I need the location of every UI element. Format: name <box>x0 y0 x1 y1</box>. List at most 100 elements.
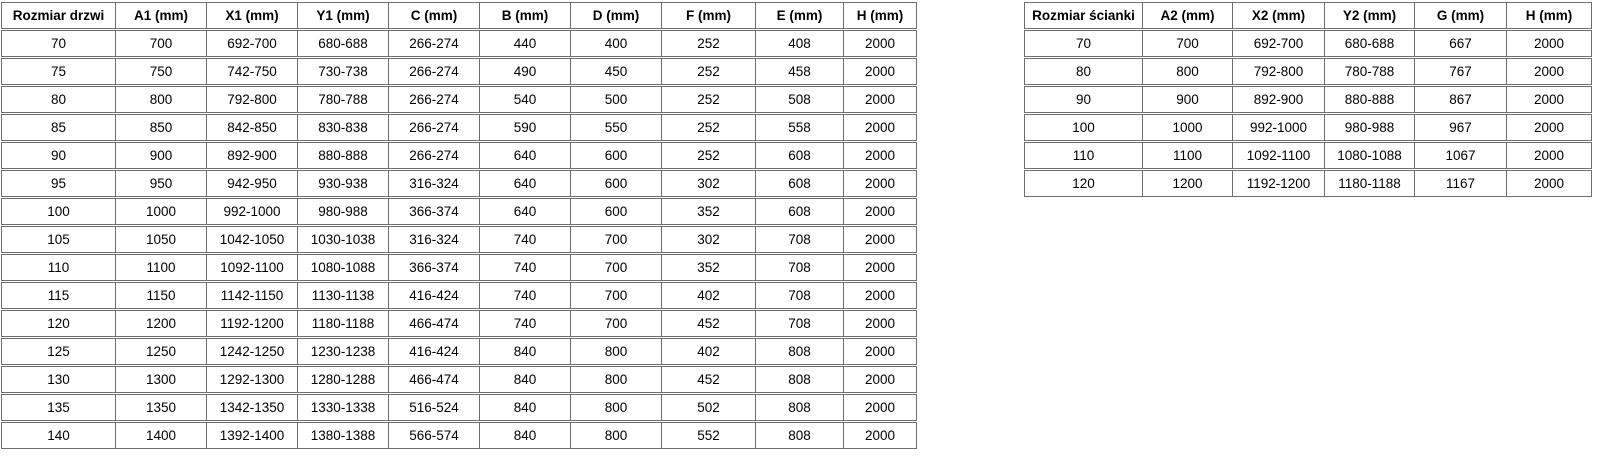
table-cell: 608 <box>756 142 844 169</box>
column-header: F (mm) <box>662 2 756 29</box>
table-cell: 252 <box>662 114 756 141</box>
table-cell: 452 <box>662 310 756 337</box>
table-cell: 800 <box>571 422 662 449</box>
table-cell: 950 <box>116 170 207 197</box>
table-cell: 266-274 <box>389 30 480 57</box>
table-cell: 416-424 <box>389 338 480 365</box>
table-cell: 842-850 <box>207 114 298 141</box>
table-cell: 2000 <box>844 198 917 225</box>
wall-size-table-body: 70 700 692-700 680-688 667 2000 80 800 792-800 78… <box>1024 30 1592 197</box>
table-row: 120 1200 1192-1200 1180-1188 1167 2000 <box>1024 170 1592 197</box>
table-cell: 252 <box>662 30 756 57</box>
table-cell: 2000 <box>844 86 917 113</box>
door-size-table: Rozmiar drzwi A1 (mm) X1 (mm) Y1 (mm) C (mm)… <box>1 1 917 450</box>
column-header: Rozmiar drzwi <box>1 2 116 29</box>
table-row: 110 1100 1092-1100 1080-1088 366-374 740 700 35… <box>1 254 917 281</box>
table-cell: 590 <box>480 114 571 141</box>
table-cell: 1400 <box>116 422 207 449</box>
table-cell: 552 <box>662 422 756 449</box>
table-cell: 2000 <box>844 170 917 197</box>
table-cell: 708 <box>756 282 844 309</box>
table-cell: 80 <box>1024 58 1143 85</box>
table-row: 100 1000 992-1000 980-988 967 2000 <box>1024 114 1592 141</box>
table-cell: 302 <box>662 226 756 253</box>
table-cell: 316-324 <box>389 170 480 197</box>
column-header: H (mm) <box>1507 2 1592 29</box>
table-cell: 458 <box>756 58 844 85</box>
table-cell: 700 <box>571 226 662 253</box>
table-cell: 1330-1338 <box>298 394 389 421</box>
wall-size-table: Rozmiar ścianki A2 (mm) X2 (mm) Y2 (mm) G (m… <box>1024 1 1592 198</box>
table-cell: 120 <box>1024 170 1143 197</box>
column-header: Y2 (mm) <box>1325 2 1415 29</box>
column-header: D (mm) <box>571 2 662 29</box>
table-cell: 780-788 <box>298 86 389 113</box>
table-cell: 740 <box>480 226 571 253</box>
table-cell: 730-738 <box>298 58 389 85</box>
table-cell: 1200 <box>1143 170 1233 197</box>
table-cell: 540 <box>480 86 571 113</box>
table-cell: 792-800 <box>1233 58 1325 85</box>
table-cell: 408 <box>756 30 844 57</box>
table-cell: 266-274 <box>389 86 480 113</box>
table-cell: 558 <box>756 114 844 141</box>
table-cell: 692-700 <box>207 30 298 57</box>
table-cell: 900 <box>1143 86 1233 113</box>
table-cell: 2000 <box>844 254 917 281</box>
table-cell: 2000 <box>1507 30 1592 57</box>
table-row: 120 1200 1192-1200 1180-1188 466-474 740 700 45… <box>1 310 917 337</box>
table-cell: 800 <box>116 86 207 113</box>
table-cell: 700 <box>571 254 662 281</box>
table-cell: 2000 <box>844 114 917 141</box>
table-cell: 1280-1288 <box>298 366 389 393</box>
table-cell: 1350 <box>116 394 207 421</box>
table-cell: 780-788 <box>1325 58 1415 85</box>
table-cell: 808 <box>756 394 844 421</box>
table-cell: 600 <box>571 142 662 169</box>
table-row: 75 750 742-750 730-738 266-274 490 450 252 458 20… <box>1 58 917 85</box>
column-header: Rozmiar ścianki <box>1024 2 1143 29</box>
table-cell: 700 <box>1143 30 1233 57</box>
table-cell: 792-800 <box>207 86 298 113</box>
table-cell: 70 <box>1 30 116 57</box>
table-cell: 892-900 <box>207 142 298 169</box>
table-cell: 1180-1188 <box>298 310 389 337</box>
table-cell: 105 <box>1 226 116 253</box>
table-row: 80 800 792-800 780-788 266-274 540 500 252 508 20… <box>1 86 917 113</box>
column-header: A2 (mm) <box>1143 2 1233 29</box>
table-cell: 1080-1088 <box>298 254 389 281</box>
table-cell: 692-700 <box>1233 30 1325 57</box>
table-cell: 2000 <box>844 142 917 169</box>
table-cell: 640 <box>480 198 571 225</box>
table-cell: 2000 <box>844 30 917 57</box>
table-cell: 808 <box>756 422 844 449</box>
table-cell: 1230-1238 <box>298 338 389 365</box>
table-cell: 80 <box>1 86 116 113</box>
table-cell: 316-324 <box>389 226 480 253</box>
table-cell: 452 <box>662 366 756 393</box>
table-cell: 2000 <box>844 58 917 85</box>
table-cell: 2000 <box>844 366 917 393</box>
table-cell: 808 <box>756 338 844 365</box>
table-cell: 750 <box>116 58 207 85</box>
table-cell: 800 <box>571 338 662 365</box>
table-cell: 2000 <box>844 282 917 309</box>
table-cell: 942-950 <box>207 170 298 197</box>
table-cell: 700 <box>571 282 662 309</box>
table-cell: 402 <box>662 338 756 365</box>
table-cell: 1392-1400 <box>207 422 298 449</box>
table-cell: 640 <box>480 170 571 197</box>
table-cell: 1100 <box>116 254 207 281</box>
table-row: 90 900 892-900 880-888 867 2000 <box>1024 86 1592 113</box>
table-cell: 1042-1050 <box>207 226 298 253</box>
table-cell: 840 <box>480 338 571 365</box>
table-cell: 800 <box>571 366 662 393</box>
table-cell: 1180-1188 <box>1325 170 1415 197</box>
table-cell: 740 <box>480 282 571 309</box>
table-cell: 667 <box>1415 30 1507 57</box>
table-cell: 75 <box>1 58 116 85</box>
table-cell: 840 <box>480 394 571 421</box>
table-cell: 1030-1038 <box>298 226 389 253</box>
table-cell: 1292-1300 <box>207 366 298 393</box>
table-cell: 90 <box>1024 86 1143 113</box>
